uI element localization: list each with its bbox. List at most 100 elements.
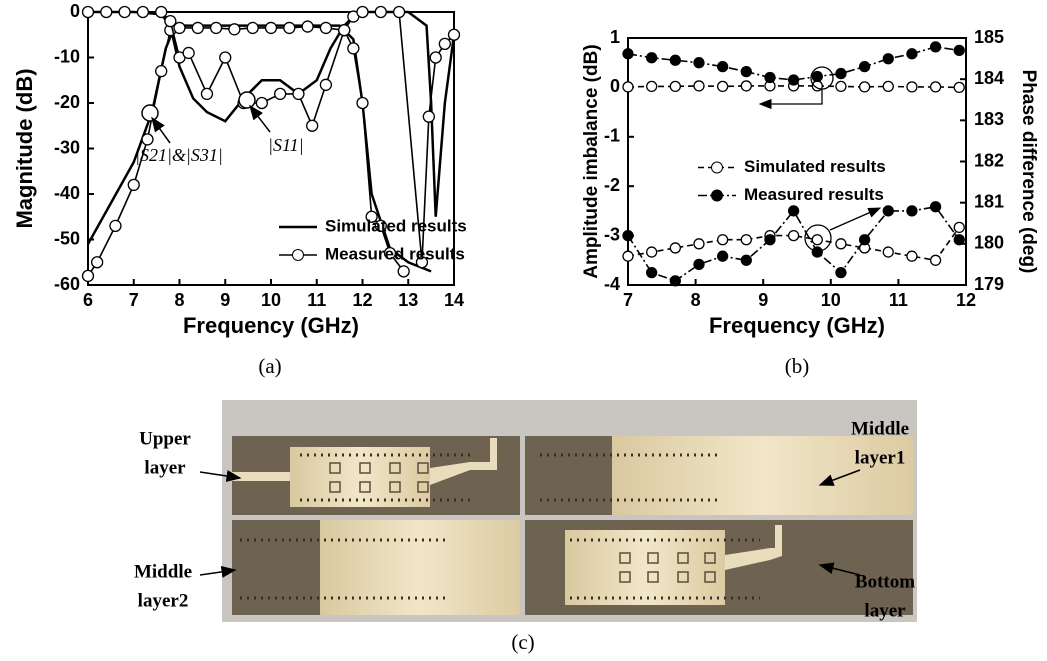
data-point [141, 133, 154, 146]
annotation-arrow [758, 89, 823, 110]
data-point [374, 5, 387, 19]
data-point [200, 87, 214, 101]
x-tick-label: 11 [889, 290, 908, 310]
photo-label: Middle [851, 418, 909, 439]
y2-tick-label: 183 [974, 109, 1004, 129]
data-point [319, 78, 333, 91]
data-point [438, 37, 452, 50]
data-point [182, 46, 195, 60]
y2-tick-label: 179 [974, 274, 1004, 294]
data-point [835, 266, 847, 279]
annotation: |S11| [268, 135, 304, 155]
legend-marker [711, 189, 723, 202]
data-point [338, 24, 351, 37]
data-point [447, 28, 461, 41]
data-point [716, 250, 729, 262]
x-axis-label: Frequency (GHz) [183, 313, 359, 338]
y-tick-label: -4 [604, 274, 620, 294]
legend-label: Simulated results [325, 216, 467, 235]
x-tick-label: 12 [352, 290, 372, 310]
data-point [906, 205, 918, 217]
label-arrows [199, 469, 861, 578]
data-point [835, 67, 847, 80]
caption: (c) [511, 630, 534, 654]
data-point [365, 210, 378, 223]
data-point [740, 254, 752, 266]
y-tick-label: 0 [610, 76, 620, 96]
data-point [273, 87, 287, 101]
data-point [646, 246, 658, 258]
metal [320, 520, 520, 615]
y-axis-label: Magnitude (dB) [12, 68, 37, 228]
y-tick-label: -2 [604, 175, 620, 195]
via-rows [240, 453, 760, 600]
data-point [356, 5, 369, 19]
data-point [127, 178, 140, 192]
chart: 7 8 9 10 11 1210-1-2-3-4185184183182181180179… [581, 27, 1039, 378]
y-tick-label: -40 [54, 183, 80, 203]
data-point [109, 219, 122, 233]
data-point [693, 57, 705, 69]
data-point [283, 21, 296, 35]
patch-squares [329, 462, 716, 583]
photo-label: layer1 [855, 447, 906, 468]
data-point [716, 80, 729, 93]
data-point [740, 65, 752, 78]
annotation-arrow [829, 207, 882, 231]
x-tick-label: 6 [83, 290, 93, 310]
y-tick-label: -50 [54, 228, 80, 248]
data-point [228, 23, 241, 36]
data-point [693, 238, 705, 250]
y-tick-label: 1 [610, 27, 620, 47]
data-point [953, 44, 965, 56]
data-point [319, 21, 333, 35]
data-point [835, 80, 847, 93]
metal [725, 525, 782, 570]
x-tick-label: 9 [758, 290, 768, 310]
data-point [374, 219, 387, 233]
data-point [953, 234, 965, 246]
data-point [882, 53, 894, 65]
y-tick-label: 0 [70, 1, 80, 21]
legend-marker [292, 249, 304, 261]
x-tick-label: 10 [261, 290, 281, 310]
data-point [347, 42, 360, 55]
data-point [882, 80, 894, 93]
data-point [164, 14, 177, 28]
data-point [209, 21, 223, 35]
data-point [306, 119, 319, 132]
data-point [669, 275, 681, 287]
legend-label: Simulated results [744, 157, 886, 176]
legend-label: Measured results [325, 244, 465, 263]
caption: (a) [258, 354, 281, 378]
data-point [81, 5, 95, 19]
annotation-circle [804, 224, 832, 252]
data-point [906, 48, 918, 60]
annotation: |S21|&|S31| [135, 145, 223, 165]
data-point [953, 221, 965, 234]
y-tick-label: -1 [604, 126, 620, 146]
y2-tick-label: 185 [974, 27, 1004, 47]
x-tick-label: 14 [444, 290, 464, 310]
data-point [669, 80, 681, 93]
data-point [858, 234, 871, 246]
data-point [646, 52, 658, 64]
x-tick-label: 8 [174, 290, 184, 310]
legend-marker [711, 161, 723, 174]
data-point [882, 205, 894, 217]
series-line [627, 46, 960, 81]
metal [565, 530, 725, 605]
annotation-marker [141, 104, 159, 122]
data-point [155, 65, 168, 78]
data-point [811, 246, 823, 258]
data-point [422, 110, 435, 123]
x-tick-label: 13 [398, 290, 418, 310]
data-point [219, 51, 232, 64]
data-point [118, 5, 131, 19]
y-axis-label: Amplitude imbalance (dB) [581, 44, 602, 278]
photo-label: Middle [134, 561, 192, 582]
data-point [906, 81, 918, 93]
data-point [811, 234, 823, 246]
annotation-arrow [151, 116, 171, 144]
data-point [787, 74, 800, 86]
